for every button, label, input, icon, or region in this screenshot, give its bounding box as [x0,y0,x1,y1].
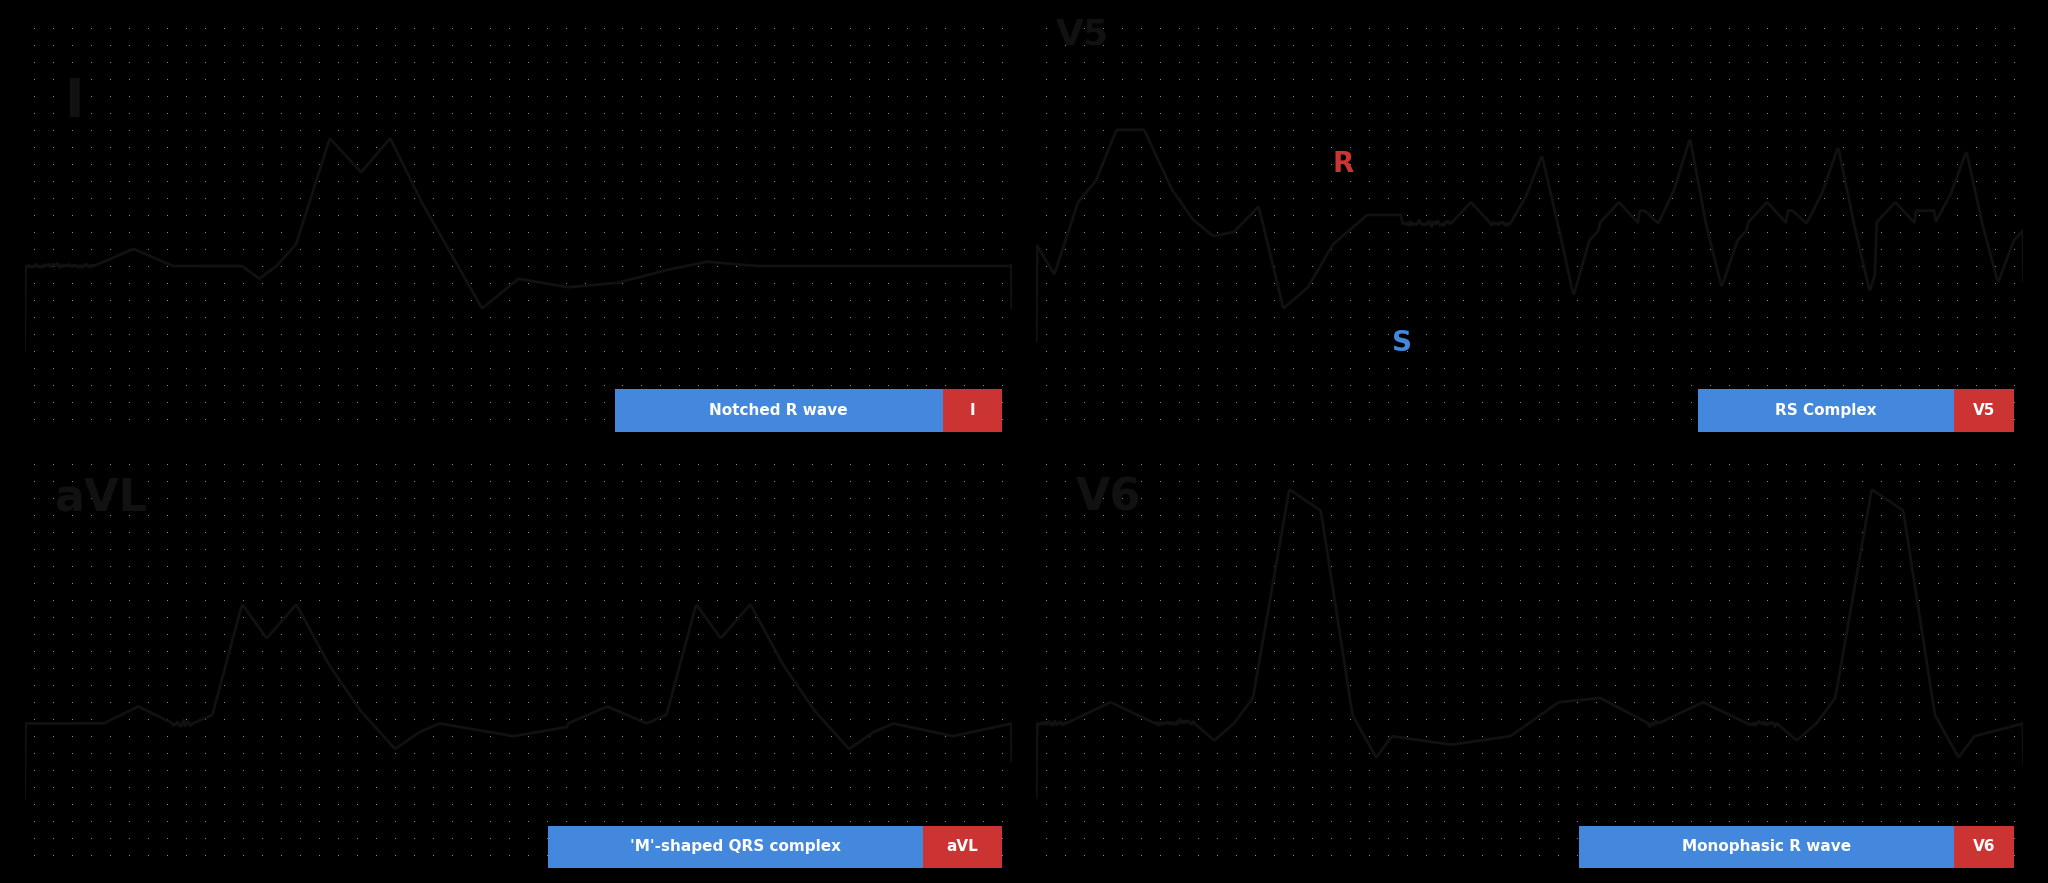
Text: S: S [1393,329,1411,357]
Text: aVL: aVL [946,840,979,855]
Bar [614,389,942,432]
Bar [1698,389,1954,432]
Bar [924,826,1001,868]
Text: I: I [969,404,975,419]
Bar [1579,826,1954,868]
Text: aVL: aVL [53,477,147,519]
Text: 'M'-shaped QRS complex: 'M'-shaped QRS complex [631,840,842,855]
Text: V5: V5 [1057,18,1110,51]
Text: V6: V6 [1972,840,1995,855]
Text: RS Complex: RS Complex [1776,404,1876,419]
Bar [547,826,924,868]
Bar [1954,826,2013,868]
Bar [1954,389,2013,432]
Text: Monophasic R wave: Monophasic R wave [1681,840,1851,855]
Text: R: R [1333,150,1354,178]
Bar [942,389,1001,432]
Text: V6: V6 [1075,477,1141,519]
Text: I: I [63,76,84,128]
Text: Notched R wave: Notched R wave [709,404,848,419]
Text: V5: V5 [1972,404,1995,419]
